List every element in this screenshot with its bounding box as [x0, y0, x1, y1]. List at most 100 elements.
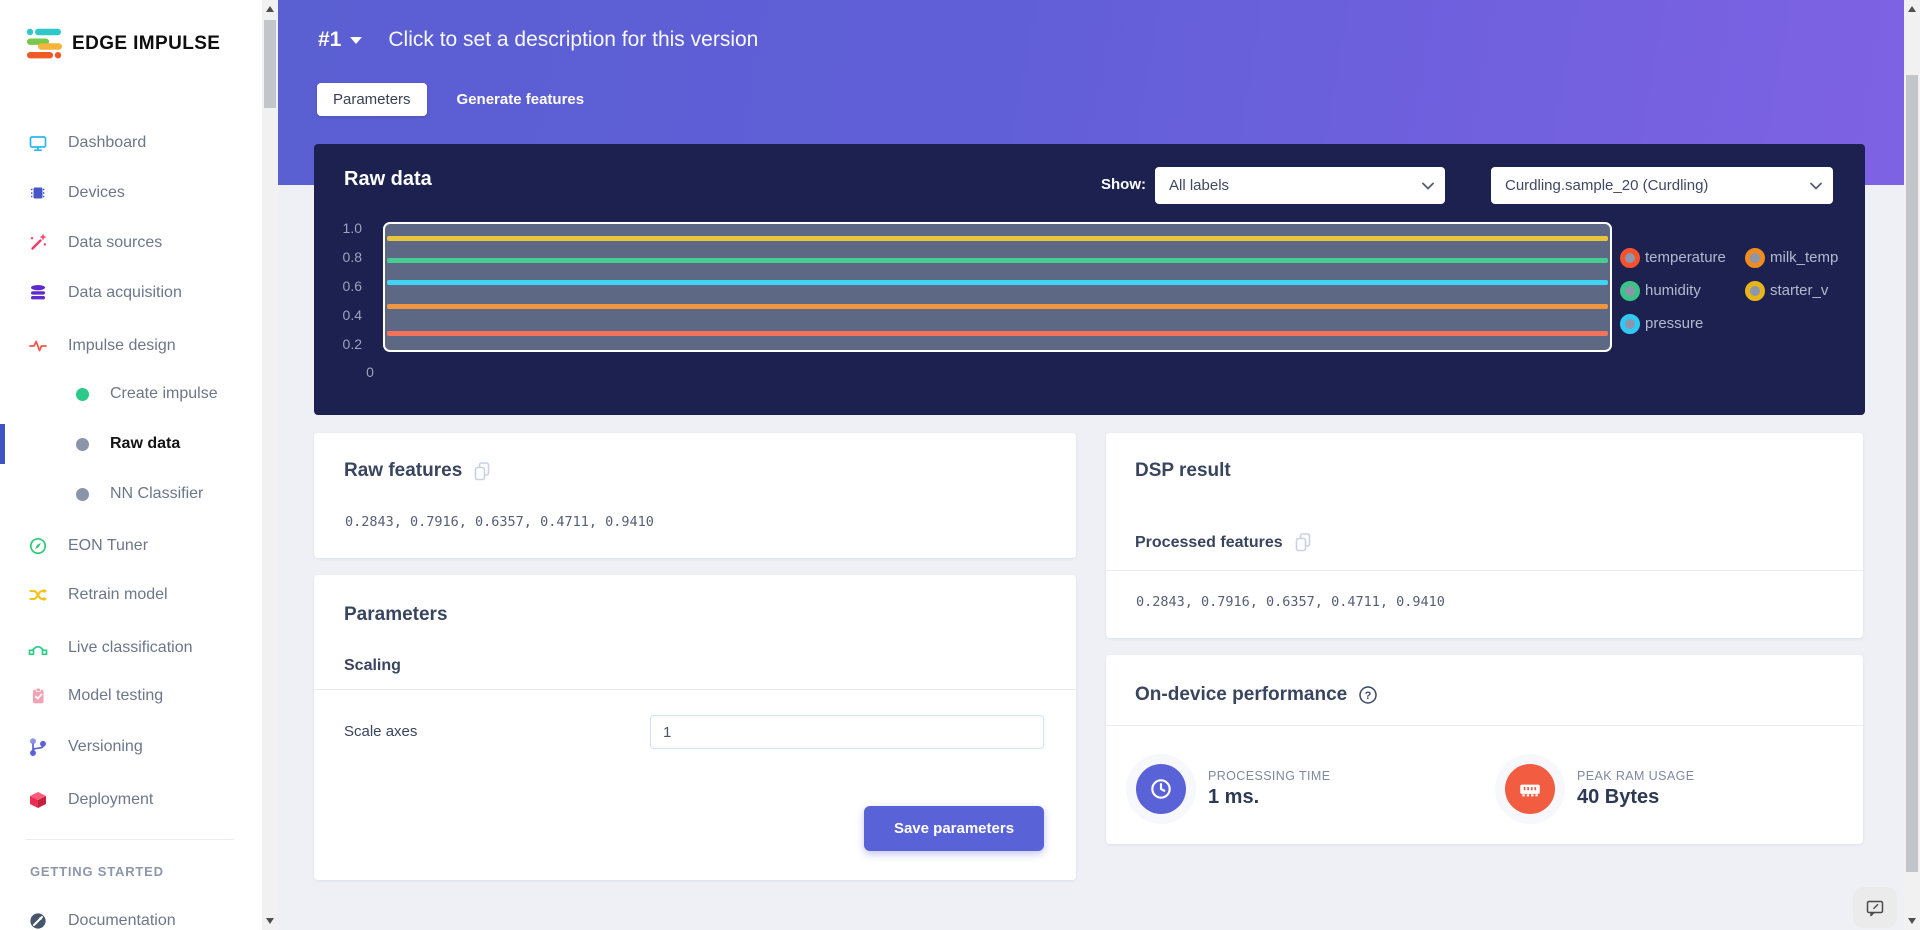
scroll-up-arrow-icon[interactable] — [1908, 6, 1916, 12]
chevron-down-icon[interactable] — [350, 36, 363, 44]
waveform-icon — [28, 336, 48, 356]
sidebar-item-data-acquisition[interactable]: Data acquisition — [0, 279, 262, 307]
legend-ring-icon — [1620, 280, 1640, 301]
chevron-down-icon — [1422, 182, 1434, 190]
processing-time-label: PROCESSING TIME — [1208, 769, 1331, 783]
package-icon — [28, 790, 48, 810]
compass-icon — [28, 536, 48, 556]
chart-line-milk_temp — [387, 304, 1608, 310]
processed-features-title: Processed features — [1135, 533, 1283, 551]
brand-name: EDGE IMPULSE — [72, 33, 221, 54]
peak-ram-value: 40 Bytes — [1577, 786, 1660, 808]
getting-started-header: GETTING STARTED — [30, 864, 164, 879]
sidebar-item-devices[interactable]: Devices — [0, 179, 262, 207]
inner-scrollbar[interactable] — [262, 0, 278, 930]
show-label: Show: — [1101, 176, 1146, 193]
dsp-result-title: DSP result — [1135, 460, 1231, 481]
scroll-down-arrow-icon[interactable] — [1908, 918, 1916, 924]
tab-parameters[interactable]: Parameters — [317, 83, 427, 116]
legend-ring-icon — [1745, 280, 1765, 301]
help-icon[interactable]: ? — [1358, 685, 1378, 705]
sidebar-item-documentation[interactable]: Documentation — [0, 907, 262, 930]
divider — [1106, 725, 1863, 726]
scroll-up-arrow-icon[interactable] — [266, 6, 274, 12]
legend-ring-icon — [1620, 247, 1640, 268]
sidebar-item-nn-classifier[interactable]: NN Classifier — [0, 480, 262, 508]
gray-dot-icon — [76, 437, 89, 451]
header-tabs: Parameters Generate features — [317, 83, 584, 116]
clock-icon — [1136, 764, 1186, 814]
sidebar-item-impulse-design[interactable]: Impulse design — [0, 332, 262, 360]
divider — [1106, 570, 1863, 571]
database-icon — [28, 283, 48, 303]
raw-features-card: Raw features 0.2843, 0.7916, 0.6357, 0.4… — [314, 433, 1076, 558]
performance-title: On-device performance — [1135, 684, 1348, 705]
legend-item-starter-v[interactable]: starter_v — [1745, 274, 1856, 307]
raw-features-values: 0.2843, 0.7916, 0.6357, 0.4711, 0.9410 — [345, 514, 654, 530]
peak-ram-stat: PEAK RAM USAGE 40 Bytes — [1505, 764, 1694, 814]
shuffle-icon — [28, 585, 48, 605]
sidebar-item-dashboard[interactable]: Dashboard — [0, 129, 262, 157]
legend-item-humidity[interactable]: humidity — [1620, 274, 1745, 307]
y-axis-tick: 0.6 — [342, 278, 362, 294]
save-parameters-button[interactable]: Save parameters — [864, 806, 1044, 851]
wand-icon — [28, 233, 48, 253]
legend-item-milk-temp[interactable]: milk_temp — [1745, 241, 1856, 274]
sidebar: EDGE IMPULSE Dashboard Devices — [0, 0, 262, 930]
sidebar-item-deployment[interactable]: Deployment — [0, 786, 262, 814]
copy-icon[interactable] — [1294, 532, 1312, 553]
chart-line-temperature — [387, 331, 1608, 337]
y-axis-tick: 0.2 — [342, 336, 362, 352]
version-description[interactable]: Click to set a description for this vers… — [388, 28, 759, 51]
feedback-button[interactable] — [1853, 887, 1897, 928]
monitor-icon — [28, 133, 48, 153]
sidebar-item-versioning[interactable]: Versioning — [0, 733, 262, 761]
legend-item-pressure[interactable]: pressure — [1620, 307, 1745, 340]
feedback-icon — [1866, 900, 1884, 916]
y-axis-tick: 0.8 — [342, 249, 362, 265]
chart-plot-area[interactable] — [383, 222, 1612, 352]
sidebar-item-model-testing[interactable]: Model testing — [0, 682, 262, 710]
clipboard-icon — [28, 686, 48, 706]
sidebar-item-raw-data[interactable]: Raw data — [0, 430, 262, 458]
edge-impulse-logo[interactable]: EDGE IMPULSE — [26, 24, 220, 64]
scaling-section-title: Scaling — [344, 657, 401, 674]
label-filter-select[interactable]: All labels — [1155, 167, 1445, 204]
processed-features-values: 0.2843, 0.7916, 0.6357, 0.4711, 0.9410 — [1136, 594, 1445, 610]
page-scrollbar-thumb[interactable] — [1906, 75, 1918, 872]
bezier-icon — [28, 638, 48, 658]
svg-text:?: ? — [1365, 690, 1372, 702]
legend-item-temperature[interactable]: temperature — [1620, 241, 1745, 274]
chart-line-humidity — [387, 257, 1608, 263]
version-selector[interactable]: #1 — [318, 28, 342, 51]
sidebar-item-live-classification[interactable]: Live classification — [0, 634, 262, 662]
rocket-icon — [28, 911, 48, 930]
green-dot-icon — [76, 387, 89, 401]
page-scrollbar[interactable] — [1904, 0, 1920, 930]
sidebar-item-create-impulse[interactable]: Create impulse — [0, 380, 262, 408]
dsp-result-card: DSP result Processed features 0.2843, 0.… — [1106, 433, 1863, 638]
performance-card: On-device performance ? PROCESSING TIME … — [1106, 655, 1863, 844]
x-axis-tick: 0 — [366, 364, 374, 380]
sidebar-divider — [26, 839, 234, 840]
raw-data-title: Raw data — [344, 168, 432, 190]
legend-ring-icon — [1620, 313, 1640, 334]
sidebar-item-eon-tuner[interactable]: EON Tuner — [0, 532, 262, 560]
inner-scrollbar-thumb[interactable] — [264, 20, 276, 108]
ram-icon — [1505, 764, 1555, 814]
peak-ram-label: PEAK RAM USAGE — [1577, 769, 1695, 783]
raw-features-title: Raw features — [344, 460, 463, 481]
sidebar-item-retrain-model[interactable]: Retrain model — [0, 581, 262, 609]
chevron-down-icon — [1810, 182, 1822, 190]
tab-generate-features[interactable]: Generate features — [456, 91, 585, 108]
y-axis-tick: 1.0 — [342, 220, 362, 236]
copy-icon[interactable] — [473, 461, 491, 482]
scale-axes-input[interactable] — [650, 715, 1044, 749]
sidebar-item-data-sources[interactable]: Data sources — [0, 229, 262, 257]
sample-select[interactable]: Curdling.sample_20 (Curdling) — [1491, 167, 1833, 204]
divider — [314, 689, 1076, 690]
scroll-down-arrow-icon[interactable] — [266, 918, 274, 924]
legend-ring-icon — [1745, 247, 1765, 268]
parameters-card: Parameters Scaling Scale axes Save param… — [314, 575, 1076, 880]
active-item-indicator — [0, 424, 5, 464]
